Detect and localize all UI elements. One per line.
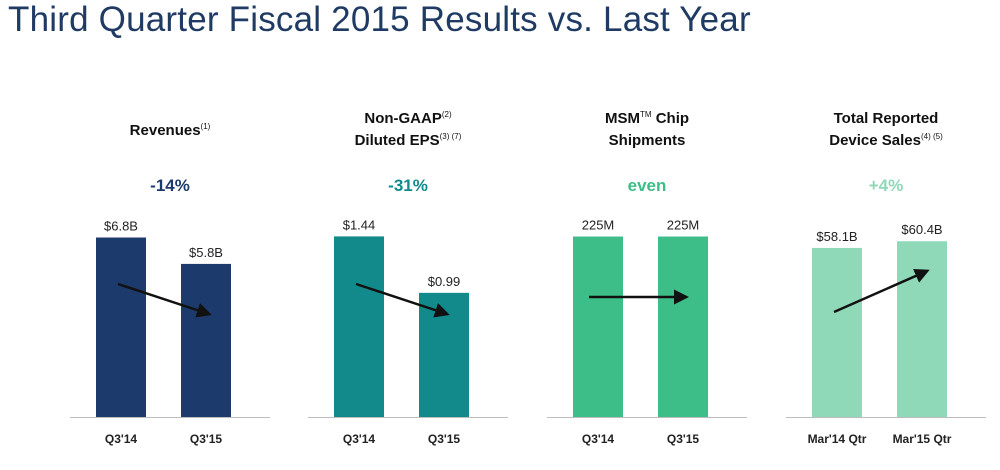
trend-arrow	[117, 282, 212, 318]
category-label: Q3'14	[105, 432, 138, 446]
value-label: $1.44	[343, 217, 376, 232]
chart-title: Total Reported	[834, 110, 939, 127]
change-label: -31%	[388, 176, 428, 195]
chart-title: MSMTM Chip	[605, 110, 689, 127]
chart-title: Revenues(1)	[130, 122, 211, 139]
chart-title: Non-GAAP(2)	[364, 110, 452, 127]
value-label: $58.1B	[816, 229, 857, 244]
trend-arrow	[833, 268, 930, 314]
bar	[897, 241, 947, 417]
category-label: Q3'14	[343, 432, 376, 446]
value-label: 225M	[582, 218, 615, 233]
chart-panel-3: MSMTM Chip Shipments even 225M Q3'14 225M Q3'1…	[547, 110, 747, 446]
page-title: Third Quarter Fiscal 2015 Results vs. La…	[8, 0, 751, 39]
chart-title: Device Sales(4) (5)	[829, 132, 943, 149]
chart-panel-4: Total Reported Device Sales(4) (5) +4% $58.…	[786, 110, 986, 446]
category-label: Q3'14	[582, 432, 615, 446]
chart-title: Shipments	[609, 132, 686, 149]
bar	[334, 236, 384, 417]
value-label: $60.4B	[901, 222, 942, 237]
value-label: $5.8B	[189, 245, 223, 260]
value-label: 225M	[667, 218, 700, 233]
bar	[96, 237, 146, 417]
bar	[419, 292, 469, 417]
bar	[658, 236, 708, 417]
category-label: Q3'15	[190, 432, 223, 446]
category-label: Q3'15	[667, 432, 700, 446]
value-label: $6.8B	[104, 219, 138, 234]
chart-panel-2: Non-GAAP(2) Diluted EPS(3) (7) -31% $1.44 Q3…	[308, 110, 508, 446]
change-label: -14%	[150, 176, 190, 195]
bar	[812, 247, 862, 417]
chart-panel-1: Revenues(1) -14% $6.8B Q3'14 $5.8B Q3'15	[70, 122, 270, 446]
category-label: Mar'14 Qtr	[808, 432, 867, 446]
bar	[181, 263, 231, 417]
chart-title: Diluted EPS(3) (7)	[355, 132, 462, 149]
value-label: $0.99	[428, 274, 461, 289]
change-label: even	[628, 176, 667, 195]
trend-arrow	[355, 282, 450, 318]
change-label: +4%	[869, 176, 904, 195]
category-label: Q3'15	[428, 432, 461, 446]
bar	[573, 236, 623, 417]
category-label: Mar'15 Qtr	[893, 432, 952, 446]
